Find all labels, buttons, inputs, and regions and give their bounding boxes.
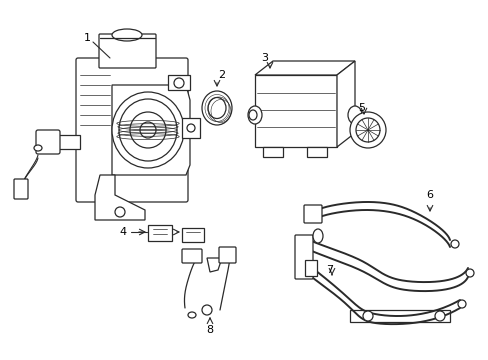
Text: 8: 8	[206, 325, 213, 335]
Ellipse shape	[457, 300, 465, 308]
FancyBboxPatch shape	[36, 130, 60, 154]
Circle shape	[349, 112, 385, 148]
Text: 1: 1	[83, 33, 90, 43]
Ellipse shape	[247, 106, 262, 124]
FancyBboxPatch shape	[76, 58, 187, 202]
Ellipse shape	[112, 29, 142, 41]
Text: 4: 4	[119, 227, 126, 237]
Circle shape	[186, 124, 195, 132]
Bar	[254, 75, 336, 147]
Text: 6: 6	[426, 190, 433, 200]
Ellipse shape	[248, 110, 257, 120]
Ellipse shape	[347, 106, 361, 124]
Ellipse shape	[202, 91, 231, 125]
Polygon shape	[336, 61, 354, 147]
FancyBboxPatch shape	[294, 235, 312, 279]
FancyBboxPatch shape	[99, 34, 156, 68]
Ellipse shape	[187, 312, 196, 318]
Ellipse shape	[119, 99, 177, 161]
Polygon shape	[112, 85, 190, 175]
FancyBboxPatch shape	[182, 249, 202, 263]
Polygon shape	[254, 61, 354, 75]
Bar	[263, 147, 283, 157]
Ellipse shape	[312, 229, 323, 243]
Ellipse shape	[450, 240, 458, 248]
Bar	[306, 147, 326, 157]
Circle shape	[362, 311, 372, 321]
Text: 5: 5	[358, 103, 365, 113]
Circle shape	[434, 311, 444, 321]
Bar	[182, 118, 200, 138]
Bar	[305, 260, 316, 276]
Circle shape	[355, 118, 379, 142]
Text: 2: 2	[218, 70, 225, 80]
Circle shape	[115, 207, 125, 217]
Polygon shape	[95, 175, 145, 220]
Ellipse shape	[112, 92, 183, 168]
Circle shape	[174, 78, 183, 88]
FancyBboxPatch shape	[304, 205, 321, 223]
Circle shape	[130, 112, 165, 148]
Bar	[354, 125, 369, 135]
Ellipse shape	[207, 98, 225, 118]
Text: 3: 3	[261, 53, 268, 63]
Polygon shape	[206, 258, 222, 272]
Circle shape	[202, 305, 212, 315]
Bar	[182, 228, 203, 242]
Bar	[148, 225, 172, 241]
FancyBboxPatch shape	[219, 247, 236, 263]
Circle shape	[140, 122, 156, 138]
Text: 7: 7	[326, 265, 333, 275]
Bar	[168, 75, 190, 90]
Ellipse shape	[465, 269, 473, 277]
Ellipse shape	[34, 145, 42, 151]
Bar	[349, 310, 449, 322]
FancyBboxPatch shape	[14, 179, 28, 199]
Bar	[55, 135, 80, 149]
